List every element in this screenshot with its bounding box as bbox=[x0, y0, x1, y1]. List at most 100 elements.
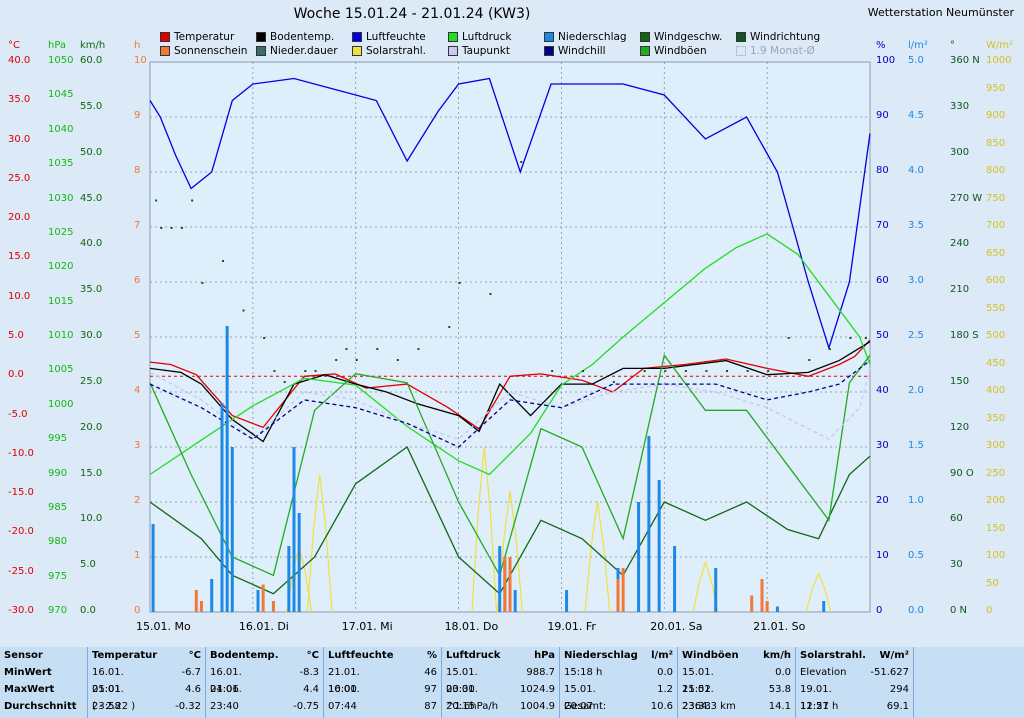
legend-item: Solarstrahl. bbox=[352, 45, 426, 57]
axis-unit: hPa bbox=[48, 40, 67, 51]
axis-tick-label: 150 bbox=[986, 522, 1006, 534]
summary-unit: hPa bbox=[534, 650, 555, 661]
summary-title: Windböen bbox=[682, 650, 739, 661]
legend-label: Temperatur bbox=[174, 31, 235, 43]
summary-value: 1.2 bbox=[657, 684, 673, 695]
station-name: Wetterstation Neumünster bbox=[867, 6, 1014, 19]
axis-unit: km/h bbox=[80, 40, 106, 51]
x-tick-label: 16.01. Di bbox=[238, 620, 289, 633]
legend-item: Taupunkt bbox=[448, 45, 510, 57]
summary-cell: MaxWert bbox=[4, 684, 55, 695]
wind-direction-dot bbox=[828, 348, 831, 350]
legend-swatch bbox=[544, 46, 554, 56]
axis-tick-label: 6 bbox=[134, 275, 141, 286]
precip-bar bbox=[287, 546, 291, 612]
axis-tick-label: 3.0 bbox=[908, 275, 924, 286]
wind-direction-dot bbox=[448, 326, 451, 328]
legend-item: Luftdruck bbox=[448, 31, 511, 43]
precip-bar bbox=[498, 546, 502, 612]
summary-title: Luftfeuchte bbox=[328, 650, 394, 661]
legend-item: Sonnenschein bbox=[160, 45, 247, 57]
axis-tick-label: 1020 bbox=[48, 261, 74, 273]
precip-bar bbox=[210, 579, 214, 612]
axis-tick-label: 40 bbox=[876, 385, 889, 396]
legend-swatch bbox=[736, 32, 746, 42]
axis-tick-label: 1000 bbox=[986, 55, 1012, 66]
summary-value: -8.3 bbox=[299, 667, 319, 678]
summary-row: Gesamt: 10.6 bbox=[560, 698, 677, 715]
summary-row: Durchschnitt bbox=[0, 698, 87, 715]
legend-item: Windböen bbox=[640, 45, 707, 57]
wind-direction-dot bbox=[222, 260, 224, 262]
summary-value: 53.8 bbox=[768, 684, 791, 695]
axis-tick-label: 1035 bbox=[48, 158, 74, 170]
axis-tick-label: 750 bbox=[986, 192, 1006, 204]
summary-title: Temperatur bbox=[92, 650, 158, 661]
summary-cell: Durchschnitt bbox=[4, 701, 77, 712]
chart-title: Woche 15.01.24 - 21.01.24 (KW3) bbox=[293, 6, 531, 22]
summary-value: -6.7 bbox=[181, 667, 201, 678]
summary-cell: 12:21 h bbox=[800, 701, 839, 712]
legend-swatch bbox=[160, 46, 170, 56]
axis-tick-label: 3.5 bbox=[908, 220, 924, 231]
solar-radiation-curve bbox=[584, 501, 611, 613]
wind-direction-dot bbox=[396, 359, 399, 361]
axis-tick-label: 50.0 bbox=[80, 146, 103, 158]
precip-bar bbox=[513, 590, 517, 612]
series-luftfeuchte bbox=[149, 77, 871, 351]
summary-value: 0.0 bbox=[775, 667, 791, 678]
summary-cell: 21.01. 23:58 bbox=[92, 684, 124, 712]
x-tick-label: 15.01. Mo bbox=[136, 620, 191, 633]
summary-value: 4.4 bbox=[303, 684, 319, 695]
wind-direction-dot bbox=[191, 199, 194, 202]
summary-cell: 15.01. 15:52 bbox=[682, 667, 714, 695]
summary-cell: 21.01. 10:00 bbox=[328, 667, 360, 695]
axis-tick-label: 300 bbox=[986, 440, 1006, 451]
summary-column: Bodentemp. °C 16.01. 04:06 -8.3 21.01. 23:40… bbox=[206, 647, 324, 718]
axis-tick-label: 3 bbox=[134, 440, 141, 451]
summary-column: Luftfeuchte% 21.01. 10:00 46 16.01. 07:44 97… bbox=[324, 647, 442, 718]
wind-direction-dot bbox=[664, 370, 667, 372]
summary-cell: ^1.6hPa/h bbox=[446, 701, 499, 712]
axis-tick-label: 350 bbox=[986, 412, 1006, 424]
precip-bar bbox=[714, 568, 718, 612]
axis-tick-label: 5.0 bbox=[80, 559, 96, 571]
axis-tick-label: 10 bbox=[134, 55, 147, 66]
axis-tick-label: 20.0 bbox=[8, 212, 31, 224]
axis-tick-label: 30 bbox=[876, 440, 889, 451]
summary-column: Temperatur °C 16.01. 05:01 -6.7 21.01. 23:58… bbox=[88, 647, 206, 718]
wind-direction-dot bbox=[355, 359, 358, 361]
summary-value: 0.0 bbox=[657, 667, 673, 678]
legend: Temperatur Bodentemp. Luftfeuchte Luftdruck… bbox=[160, 31, 840, 59]
axis-tick-label: 120 bbox=[950, 421, 970, 433]
axis-tick-label: 150 bbox=[950, 375, 970, 387]
wind-direction-dot bbox=[864, 337, 867, 339]
axis-tick-label: 1005 bbox=[48, 364, 74, 376]
legend-swatch bbox=[352, 32, 362, 42]
axis-tick-label: 40.0 bbox=[8, 55, 31, 66]
summary-header: Sensor bbox=[0, 647, 87, 664]
summary-spacer bbox=[914, 647, 1024, 718]
sunshine-bar bbox=[760, 579, 764, 612]
axis-tick-label: 1010 bbox=[48, 330, 74, 341]
axis-tick-label: 90 bbox=[876, 110, 889, 121]
summary-cell: 15.01. 20:07 bbox=[564, 684, 596, 712]
legend-label: Sonnenschein bbox=[174, 45, 248, 57]
legend-swatch bbox=[352, 46, 362, 56]
summary-unit bbox=[44, 647, 84, 664]
summary-value bbox=[52, 664, 83, 681]
axis-tick-label: 50 bbox=[986, 577, 999, 589]
summary-column: Sensor MinWert MaxWert Durchschnitt bbox=[0, 647, 88, 718]
summary-row: ( - 2.22 ) -0.32 bbox=[88, 698, 205, 715]
legend-label: Taupunkt bbox=[462, 45, 510, 57]
summary-table: Sensor MinWert MaxWert Durchschnitt Temperat… bbox=[0, 647, 1024, 718]
summary-row: 15.01. 20:07 1.2 bbox=[560, 681, 677, 712]
summary-header: Windböen km/h bbox=[678, 647, 795, 664]
solar-radiation-curve bbox=[805, 571, 832, 613]
legend-swatch bbox=[640, 32, 650, 42]
axis-tick-label: -10.0 bbox=[8, 447, 34, 459]
axis-tick-label: 950 bbox=[986, 82, 1006, 94]
axis-tick-label: 985 bbox=[48, 501, 68, 513]
summary-header: Niederschlag l/m² bbox=[560, 647, 677, 664]
axis-tick-label: 450 bbox=[986, 357, 1006, 369]
